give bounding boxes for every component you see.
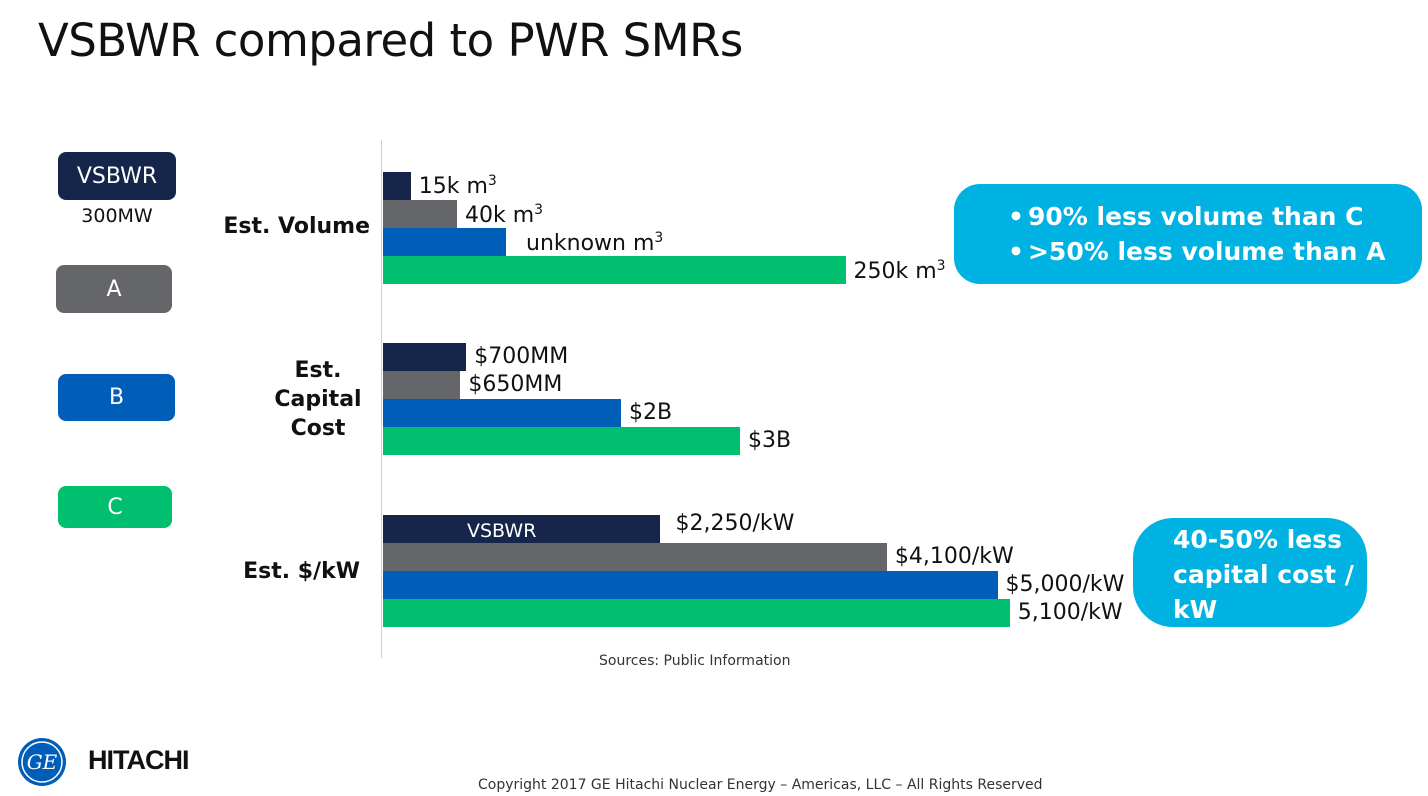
- bar-per-kw-vsbwr: [383, 515, 660, 543]
- sources-note: Sources: Public Information: [599, 653, 791, 669]
- callout-volume-item: >50% less volume than A: [1008, 234, 1386, 269]
- callout-cost-line: capital cost /: [1173, 560, 1354, 589]
- group-label-line-1: Est.: [294, 358, 342, 383]
- bar-value-label: 5,100/kW: [1017, 600, 1123, 625]
- group-label-capital-cost: Est. Capital Cost: [258, 356, 378, 443]
- bar-capital-cost-a: [383, 371, 461, 399]
- bar-capital-cost-c: [383, 427, 740, 455]
- bar-inner-label: VSBWR: [467, 520, 537, 542]
- group-label-line-2: Capital: [274, 387, 362, 413]
- bar-value-label: 15k m3: [418, 173, 497, 199]
- legend-key-b: B: [58, 374, 175, 421]
- legend-key-a: A: [56, 265, 172, 313]
- bar-volume-a: [383, 200, 457, 228]
- bar-volume-b: [383, 228, 506, 256]
- unit-superscript: 3: [534, 202, 544, 218]
- legend-label-c: C: [107, 494, 123, 520]
- bar-value-label: unknown m3: [526, 230, 664, 256]
- bar-capital-cost-b: [383, 399, 621, 427]
- legend-key-c: C: [58, 486, 172, 528]
- legend-label-vsbwr: VSBWR: [76, 163, 158, 189]
- copyright-text: Copyright 2017 GE Hitachi Nuclear Energy…: [478, 777, 1043, 793]
- unit-superscript: 3: [654, 230, 664, 246]
- callout-cost-line: kW: [1173, 595, 1218, 624]
- callout-volume: 90% less volume than C >50% less volume …: [954, 184, 1422, 284]
- bar-per-kw-a: [383, 543, 887, 571]
- legend-label-a: A: [106, 276, 122, 302]
- unit-superscript: 3: [487, 173, 497, 189]
- bar-value-label: $2,250/kW: [675, 511, 795, 536]
- bar-value-label: $5,000/kW: [1005, 572, 1125, 597]
- legend-key-vsbwr: VSBWR: [58, 152, 176, 200]
- bar-volume-c: [383, 256, 846, 284]
- bar-volume-vsbwr: [383, 172, 411, 200]
- bar-value-label: 250k m3: [853, 258, 946, 284]
- ge-logo-text: GE: [27, 750, 58, 774]
- ge-logo-icon: GE: [18, 738, 66, 786]
- callout-capital-cost: 40-50% less capital cost / kW: [1133, 518, 1367, 627]
- bar-value-label: $2B: [629, 400, 673, 425]
- hitachi-logo: HITACHI: [88, 745, 189, 775]
- bar-value-label: $3B: [748, 428, 792, 453]
- chart-axis-line: [381, 140, 382, 658]
- legend-label-b: B: [108, 385, 125, 410]
- bar-per-kw-c: [383, 599, 1010, 627]
- callout-cost-line: 40-50% less: [1173, 525, 1342, 554]
- bar-value-label: $650MM: [468, 372, 563, 397]
- slide-title: VSBWR compared to PWR SMRs: [38, 14, 743, 67]
- group-label-volume: Est. Volume: [223, 214, 370, 239]
- bar-value-label: 40k m3: [465, 202, 544, 228]
- bar-capital-cost-vsbwr: [383, 343, 467, 371]
- group-label-line-3: Cost: [290, 416, 346, 442]
- bar-per-kw-b: [383, 571, 998, 599]
- legend-sublabel-vsbwr: 300MW: [81, 205, 153, 227]
- callout-volume-item: 90% less volume than C: [1008, 199, 1385, 234]
- bar-value-label: $4,100/kW: [894, 544, 1014, 569]
- group-label-per-kw: Est. $/kW: [243, 559, 360, 584]
- bar-value-label: $700MM: [474, 344, 569, 369]
- unit-superscript: 3: [936, 258, 946, 274]
